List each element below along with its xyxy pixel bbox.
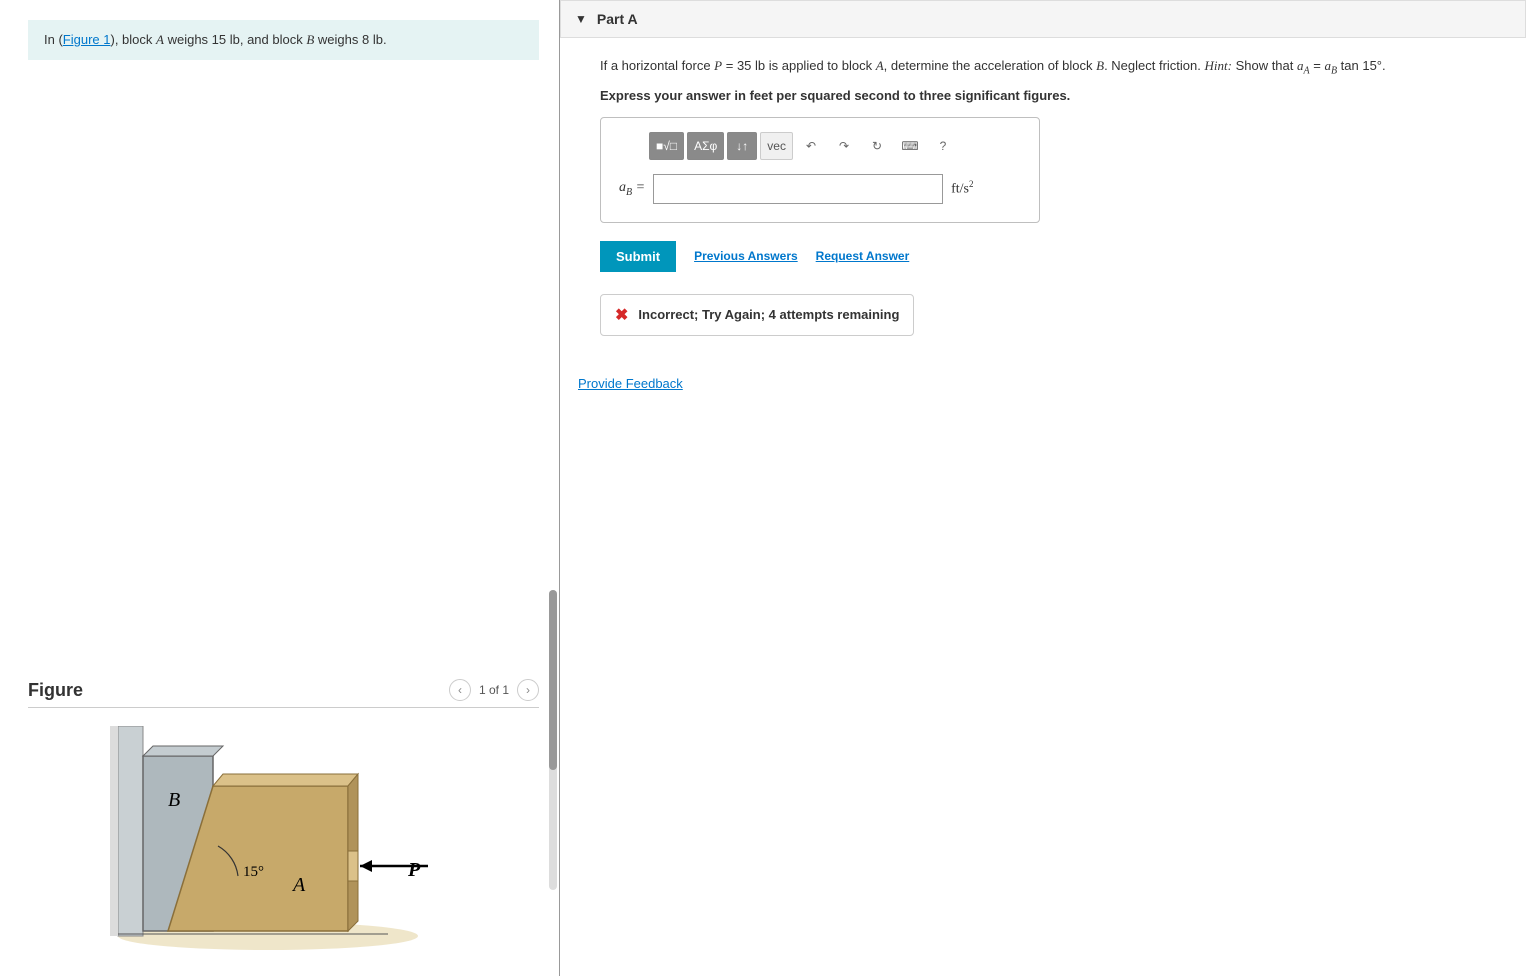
toolbar-vec-button[interactable]: vec [760,132,793,160]
diagram-label-P: P [407,859,421,881]
figure-title: Figure [28,680,83,701]
intro-body1: weighs 15 lb, and block [164,32,306,47]
provide-feedback-link[interactable]: Provide Feedback [578,376,683,391]
submit-button[interactable]: Submit [600,241,676,272]
var-A: A [156,32,164,47]
toolbar-subsup-button[interactable]: ↓↑ [727,132,757,160]
incorrect-icon: ✖ [615,305,628,325]
intro-body2: weighs 8 lb. [314,32,386,47]
scrollbar-thumb[interactable] [549,590,557,770]
toolbar-redo-button[interactable]: ↷ [829,132,859,160]
diagram-label-B: B [168,789,180,811]
toolbar-undo-button[interactable]: ↶ [796,132,826,160]
diagram-angle: 15° [243,864,264,880]
toolbar-reset-button[interactable]: ↻ [862,132,892,160]
previous-answers-link[interactable]: Previous Answers [694,249,798,263]
intro-prefix: In ( [44,32,63,47]
figure-nav: ‹ 1 of 1 › [449,679,539,701]
intro-suffix: ), block [111,32,157,47]
answer-units: ft/s2 [951,179,973,198]
part-caret-icon: ▼ [575,12,587,26]
equation-toolbar: ■√□ ΑΣφ ↓↑ vec ↶ ↷ ↻ ⌨ ? [649,132,1021,160]
toolbar-templates-button[interactable]: ■√□ [649,132,684,160]
problem-intro: In (Figure 1), block A weighs 15 lb, and… [28,20,539,60]
scrollbar[interactable] [549,590,557,890]
answer-variable-label: aB = [619,180,645,198]
figure-diagram: B A 15° P [108,726,548,956]
figure-nav-label: 1 of 1 [479,683,509,697]
part-title: Part A [597,11,638,27]
toolbar-greek-button[interactable]: ΑΣφ [687,132,724,160]
answer-box: ■√□ ΑΣφ ↓↑ vec ↶ ↷ ↻ ⌨ ? aB = ft/s [600,117,1040,223]
toolbar-help-button[interactable]: ? [928,132,958,160]
diagram-label-A: A [291,874,306,896]
answer-input[interactable] [653,174,943,204]
feedback-text: Incorrect; Try Again; 4 attempts remaini… [638,307,899,322]
figure-prev-button[interactable]: ‹ [449,679,471,701]
part-header[interactable]: ▼ Part A [560,0,1526,38]
figure-link[interactable]: Figure 1 [63,32,111,47]
request-answer-link[interactable]: Request Answer [816,249,910,263]
answer-instruction: Express your answer in feet per squared … [600,88,1496,103]
toolbar-keyboard-button[interactable]: ⌨ [895,132,925,160]
figure-next-button[interactable]: › [517,679,539,701]
feedback-message: ✖ Incorrect; Try Again; 4 attempts remai… [600,294,914,336]
question-text: If a horizontal force P = 35 lb is appli… [600,56,1496,80]
